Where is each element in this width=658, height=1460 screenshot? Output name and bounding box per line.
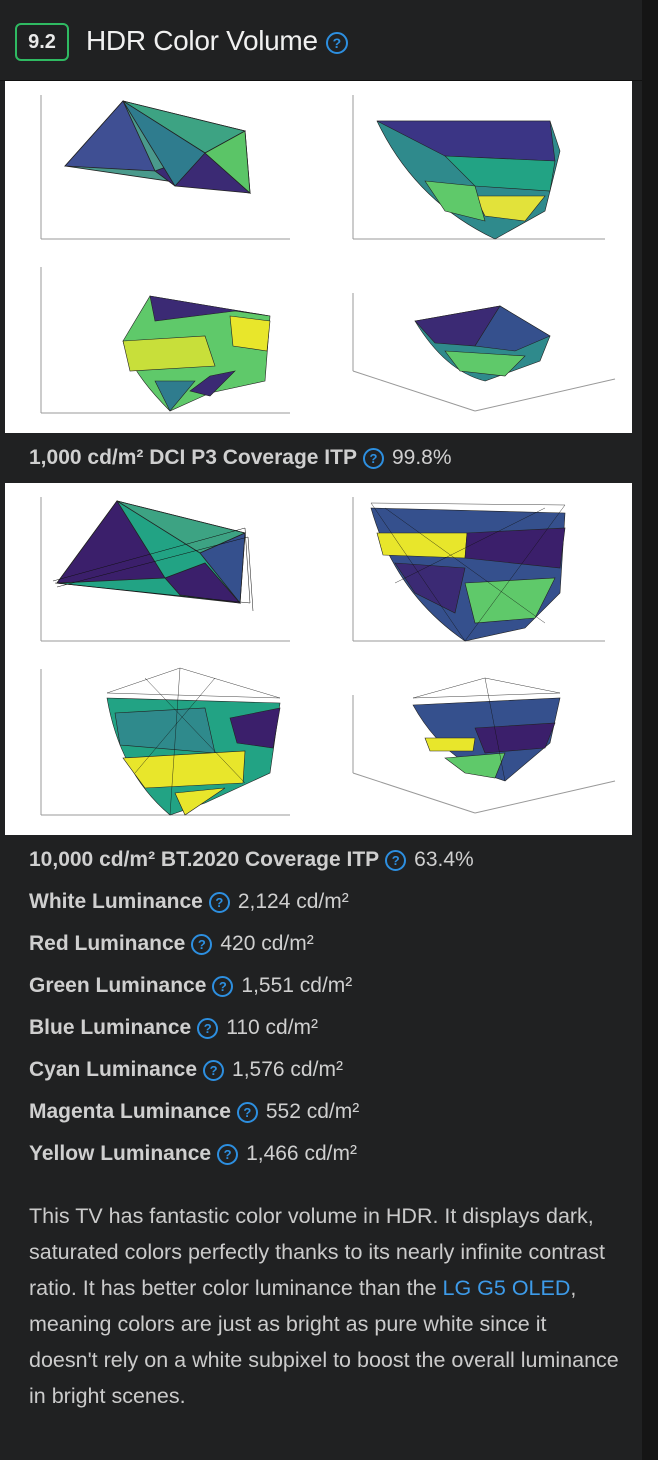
metric-value: 420 cd/m² bbox=[220, 932, 314, 955]
yellow-luminance-row: Yellow Luminance? 1,466 cd/m² bbox=[29, 1142, 357, 1166]
hdr-color-volume-panel: 9.2 HDR Color Volume? bbox=[0, 0, 642, 1460]
help-icon[interactable]: ? bbox=[385, 849, 407, 871]
description-after: , meaning colors are just as bright as p… bbox=[29, 1276, 619, 1408]
help-icon[interactable]: ? bbox=[236, 1101, 258, 1123]
metric-label: Green Luminance bbox=[29, 974, 207, 997]
metric-label: Yellow Luminance bbox=[29, 1142, 212, 1165]
section-header: 9.2 HDR Color Volume? bbox=[0, 0, 642, 81]
help-icon[interactable]: ? bbox=[197, 1017, 219, 1039]
metric-value: 99.8% bbox=[391, 446, 452, 469]
metric-label: 1,000 cd/m² DCI P3 Coverage ITP bbox=[29, 446, 357, 469]
metric-label: Magenta Luminance bbox=[29, 1100, 231, 1123]
help-icon[interactable]: ? bbox=[325, 31, 348, 54]
description-text: This TV has fantastic color volume in HD… bbox=[29, 1198, 619, 1414]
metric-label: Red Luminance bbox=[29, 932, 186, 955]
metric-label: Cyan Luminance bbox=[29, 1058, 198, 1081]
lg-g5-oled-link[interactable]: LG G5 OLED bbox=[442, 1276, 571, 1300]
help-icon[interactable]: ? bbox=[212, 975, 234, 997]
green-luminance-row: Green Luminance? 1,551 cd/m² bbox=[29, 974, 352, 998]
metric-value: 110 cd/m² bbox=[226, 1016, 319, 1039]
bt2020-coverage-row: 10,000 cd/m² BT.2020 Coverage ITP? 63.4% bbox=[29, 848, 474, 872]
help-icon[interactable]: ? bbox=[203, 1059, 225, 1081]
metric-value: 1,576 cd/m² bbox=[232, 1058, 343, 1081]
red-luminance-row: Red Luminance? 420 cd/m² bbox=[29, 932, 314, 956]
blue-luminance-row: Blue Luminance? 110 cd/m² bbox=[29, 1016, 318, 1040]
color-volume-plot-bt2020 bbox=[5, 483, 632, 835]
score-badge: 9.2 bbox=[15, 23, 69, 61]
description-before: This TV has fantastic color volume in HD… bbox=[29, 1204, 605, 1300]
dci-p3-coverage-row: 1,000 cd/m² DCI P3 Coverage ITP? 99.8% bbox=[29, 446, 452, 470]
metric-value: 2,124 cd/m² bbox=[237, 890, 349, 913]
help-icon[interactable]: ? bbox=[362, 447, 384, 469]
metric-label: Blue Luminance bbox=[29, 1016, 192, 1039]
cyan-luminance-row: Cyan Luminance? 1,576 cd/m² bbox=[29, 1058, 343, 1082]
section-title: HDR Color Volume? bbox=[86, 25, 348, 57]
metric-value: 1,466 cd/m² bbox=[246, 1142, 357, 1165]
color-volume-plot-dci-p3 bbox=[5, 81, 632, 433]
metric-label: White Luminance bbox=[29, 890, 203, 913]
white-luminance-row: White Luminance? 2,124 cd/m² bbox=[29, 890, 349, 914]
metric-label: 10,000 cd/m² BT.2020 Coverage ITP bbox=[29, 848, 380, 871]
metric-value: 63.4% bbox=[414, 848, 474, 871]
help-icon[interactable]: ? bbox=[217, 1143, 239, 1165]
magenta-luminance-row: Magenta Luminance? 552 cd/m² bbox=[29, 1100, 359, 1124]
section-title-text: HDR Color Volume bbox=[86, 25, 318, 56]
metric-value: 552 cd/m² bbox=[265, 1100, 360, 1123]
help-icon[interactable]: ? bbox=[208, 891, 230, 913]
metric-value: 1,551 cd/m² bbox=[241, 974, 353, 997]
help-icon[interactable]: ? bbox=[191, 933, 213, 955]
